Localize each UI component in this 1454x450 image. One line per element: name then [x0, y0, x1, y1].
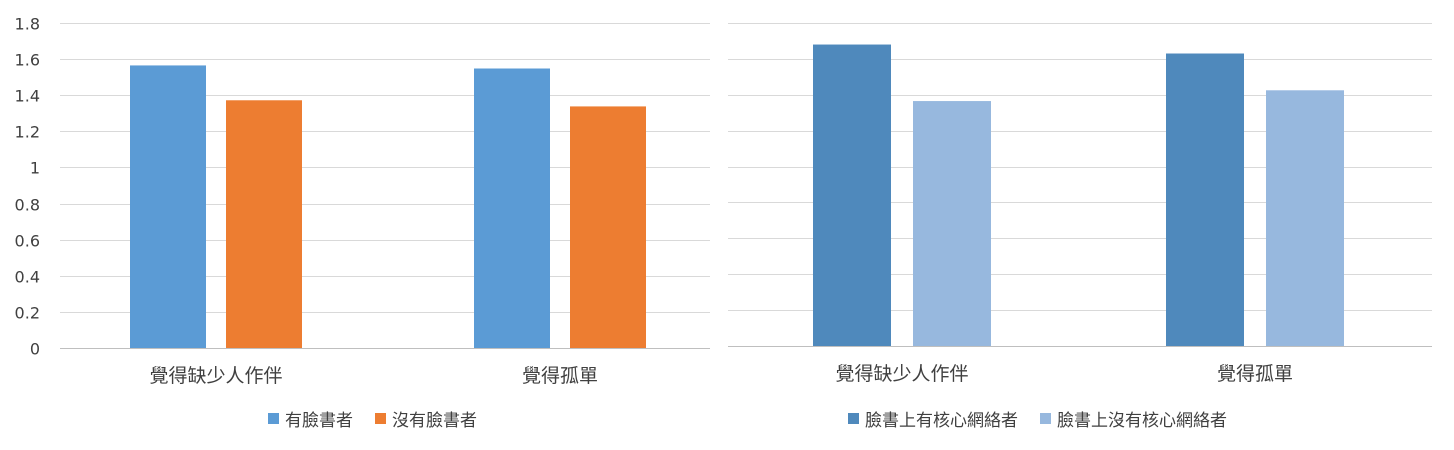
y-tick-label: 1.4 [15, 87, 40, 106]
y-tick-label: 0.2 [15, 304, 40, 323]
legend-left: 有臉書者 沒有臉書者 [268, 406, 477, 431]
y-tick-label: 1.8 [15, 15, 40, 34]
legend-swatch [1040, 413, 1051, 424]
chart-right: 覺得缺少人作伴 覺得孤單 [728, 23, 1432, 385]
legend-item: 沒有臉書者 [375, 406, 477, 431]
legend-label: 臉書上沒有核心網絡者 [1057, 411, 1227, 431]
legend-swatch [375, 413, 386, 424]
legend-right: 臉書上有核心網絡者 臉書上沒有核心網絡者 [848, 406, 1227, 431]
chart-left: 0 0.2 0.4 0.6 0.8 1 1.2 1.4 1.6 1.8 覺得缺少人作伴 覺得孤單 [15, 15, 710, 387]
legend-swatch [848, 413, 859, 424]
legend-label: 臉書上有核心網絡者 [865, 411, 1018, 431]
bar-1-2 [1166, 53, 1244, 346]
x-tick-label: 覺得孤單 [1217, 363, 1293, 385]
x-tick-label: 覺得缺少人作伴 [835, 363, 968, 385]
legend-label: 有臉書者 [285, 411, 353, 431]
legend-item: 有臉書者 [268, 406, 353, 431]
legend-label: 沒有臉書者 [392, 411, 477, 431]
y-tick-label: 0.6 [15, 232, 40, 251]
x-tick-label: 覺得缺少人作伴 [149, 365, 282, 387]
bar-1-2 [474, 68, 550, 348]
bar-1-1 [813, 44, 891, 347]
y-tick-label: 0.8 [15, 196, 40, 215]
x-tick-label: 覺得孤單 [522, 365, 598, 387]
legend-item: 臉書上沒有核心網絡者 [1040, 406, 1227, 431]
legend-item: 臉書上有核心網絡者 [848, 406, 1018, 431]
y-tick-label: 1.2 [15, 123, 40, 142]
bar-2-1 [913, 101, 991, 346]
y-tick-label: 1 [30, 159, 40, 178]
y-tick-label: 0.4 [15, 268, 40, 287]
bar-2-2 [570, 106, 646, 349]
y-tick-label: 0 [30, 340, 40, 359]
y-tick-label: 1.6 [15, 51, 40, 70]
legend-swatch [268, 413, 279, 424]
bar-2-1 [226, 100, 302, 349]
bar-2-2 [1266, 90, 1344, 347]
bar-1-1 [130, 65, 206, 349]
